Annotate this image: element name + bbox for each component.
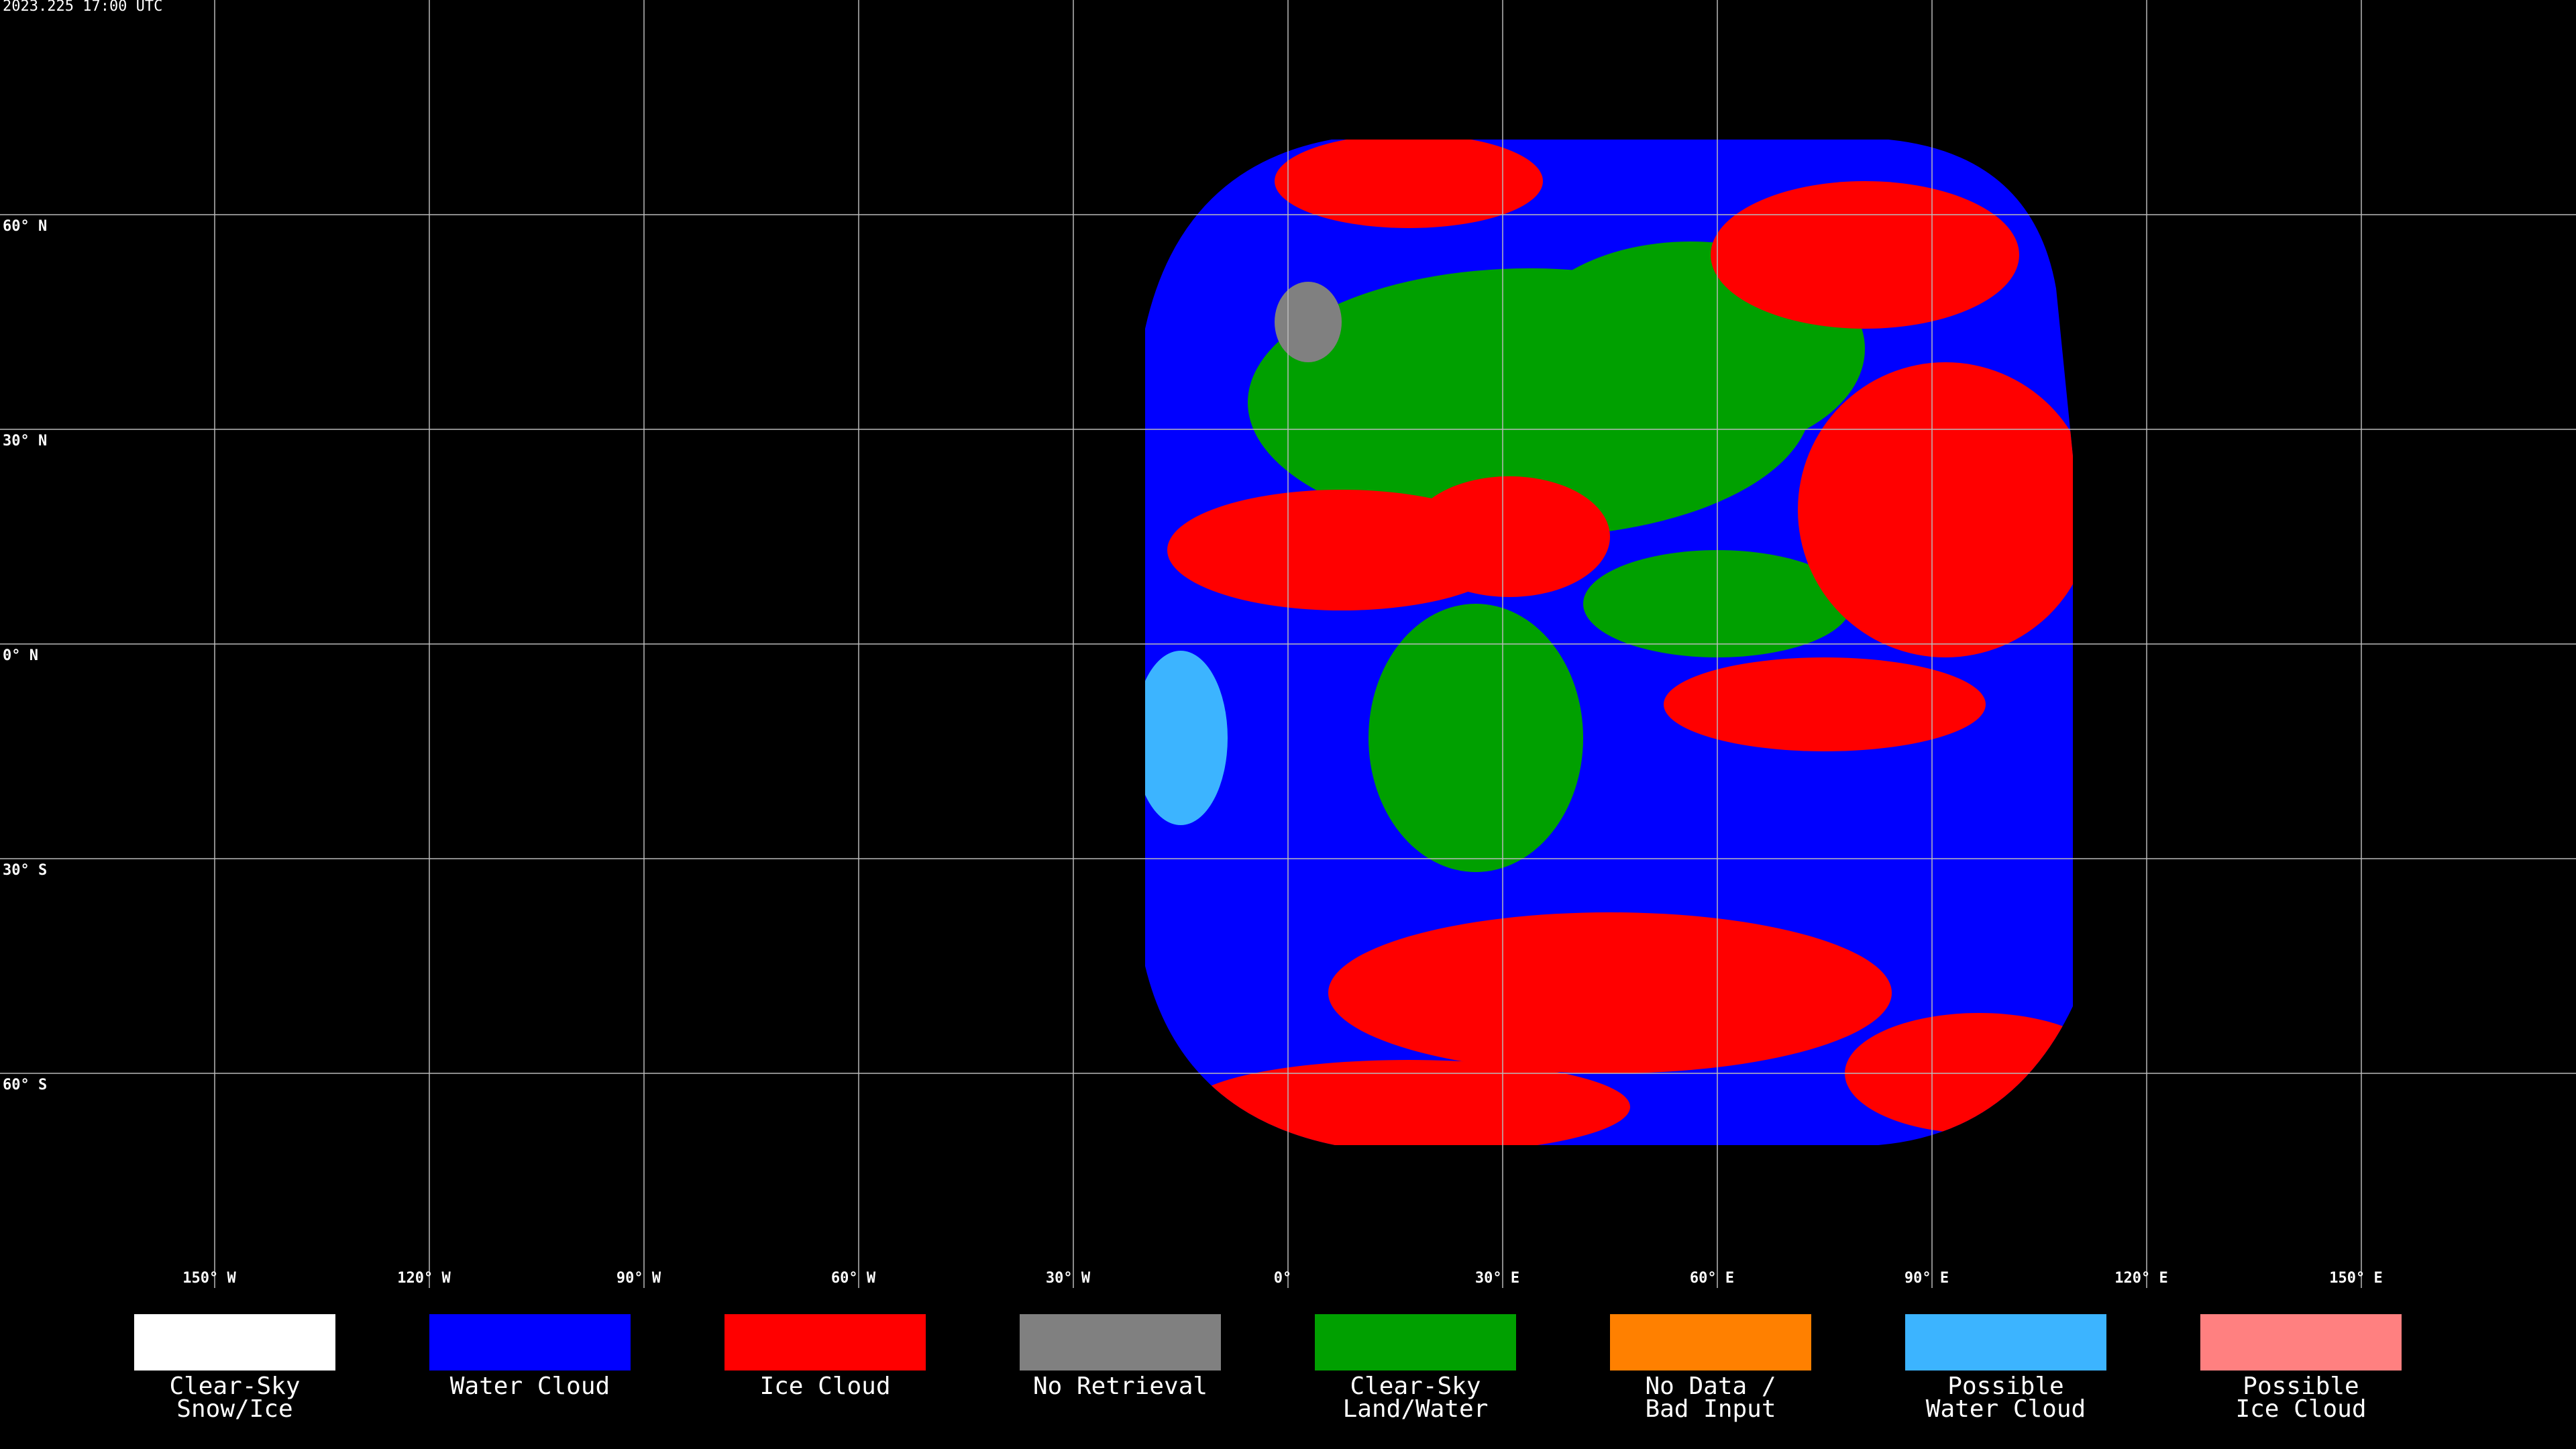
legend-label: Bad Input [1645, 1395, 1776, 1423]
lon-label: 90° W [616, 1270, 661, 1287]
ice-cloud-area [1275, 140, 1543, 228]
legend-swatch [2200, 1314, 2402, 1371]
possible-water-area [1145, 651, 1228, 825]
legend-label: Clear-Sky [1350, 1373, 1481, 1400]
lon-label: 30° E [1475, 1270, 1519, 1287]
lon-label: 30° W [1046, 1270, 1091, 1287]
legend-label: Possible [2243, 1373, 2359, 1400]
legend-swatch [429, 1314, 631, 1371]
ice-cloud-area [1328, 912, 1892, 1073]
ice-cloud-area [1711, 181, 2019, 329]
legend-label: Ice Cloud [759, 1373, 890, 1400]
ice-cloud-area [1798, 362, 2073, 657]
legend-label: Water Cloud [1926, 1395, 2086, 1423]
ice-cloud-area [1664, 657, 1986, 751]
legend-swatch [1020, 1314, 1221, 1371]
lon-label: 150° W [182, 1270, 236, 1287]
lat-label: 60° S [3, 1077, 47, 1093]
lon-label: 90° E [1904, 1270, 1949, 1287]
legend-label: Possible [1947, 1373, 2063, 1400]
lat-label: 60° N [3, 218, 47, 235]
legend-label: No Retrieval [1033, 1373, 1208, 1400]
lon-label: 0° [1274, 1270, 1292, 1287]
lat-label: 30° S [3, 862, 47, 879]
lon-label: 60° W [831, 1270, 876, 1287]
timestamp: 2023.225 17:00 UTC [3, 0, 162, 15]
lon-label: 120° W [397, 1270, 451, 1287]
lon-label: 60° E [1690, 1270, 1734, 1287]
lat-label: 0° N [3, 647, 38, 664]
legend-swatch [1315, 1314, 1516, 1371]
ice-cloud-area [1187, 1060, 1630, 1145]
legend-label: No Data / [1645, 1373, 1776, 1400]
lat-label: 30° N [3, 433, 47, 449]
lon-label: 120° E [2114, 1270, 2167, 1287]
legend-swatch [1610, 1314, 1811, 1371]
legend-label: Ice Cloud [2235, 1395, 2366, 1423]
legend-label: Snow/Ice [176, 1395, 292, 1423]
legend-swatch [724, 1314, 926, 1371]
graticule: 60° N 30° N 0° N 30° S 60° S 150° W 120° W 90° … [0, 0, 2576, 1288]
legend-label: Land/Water [1343, 1395, 1489, 1423]
legend-label: Water Cloud [450, 1373, 610, 1400]
legend-swatch [134, 1314, 335, 1371]
lon-label: 150° E [2329, 1270, 2382, 1287]
no-retrieval-area [1275, 282, 1342, 362]
ice-cloud-area [1409, 476, 1610, 597]
legend-swatch [1905, 1314, 2106, 1371]
legend-label: Clear-Sky [169, 1373, 300, 1400]
land-area [1368, 604, 1583, 872]
